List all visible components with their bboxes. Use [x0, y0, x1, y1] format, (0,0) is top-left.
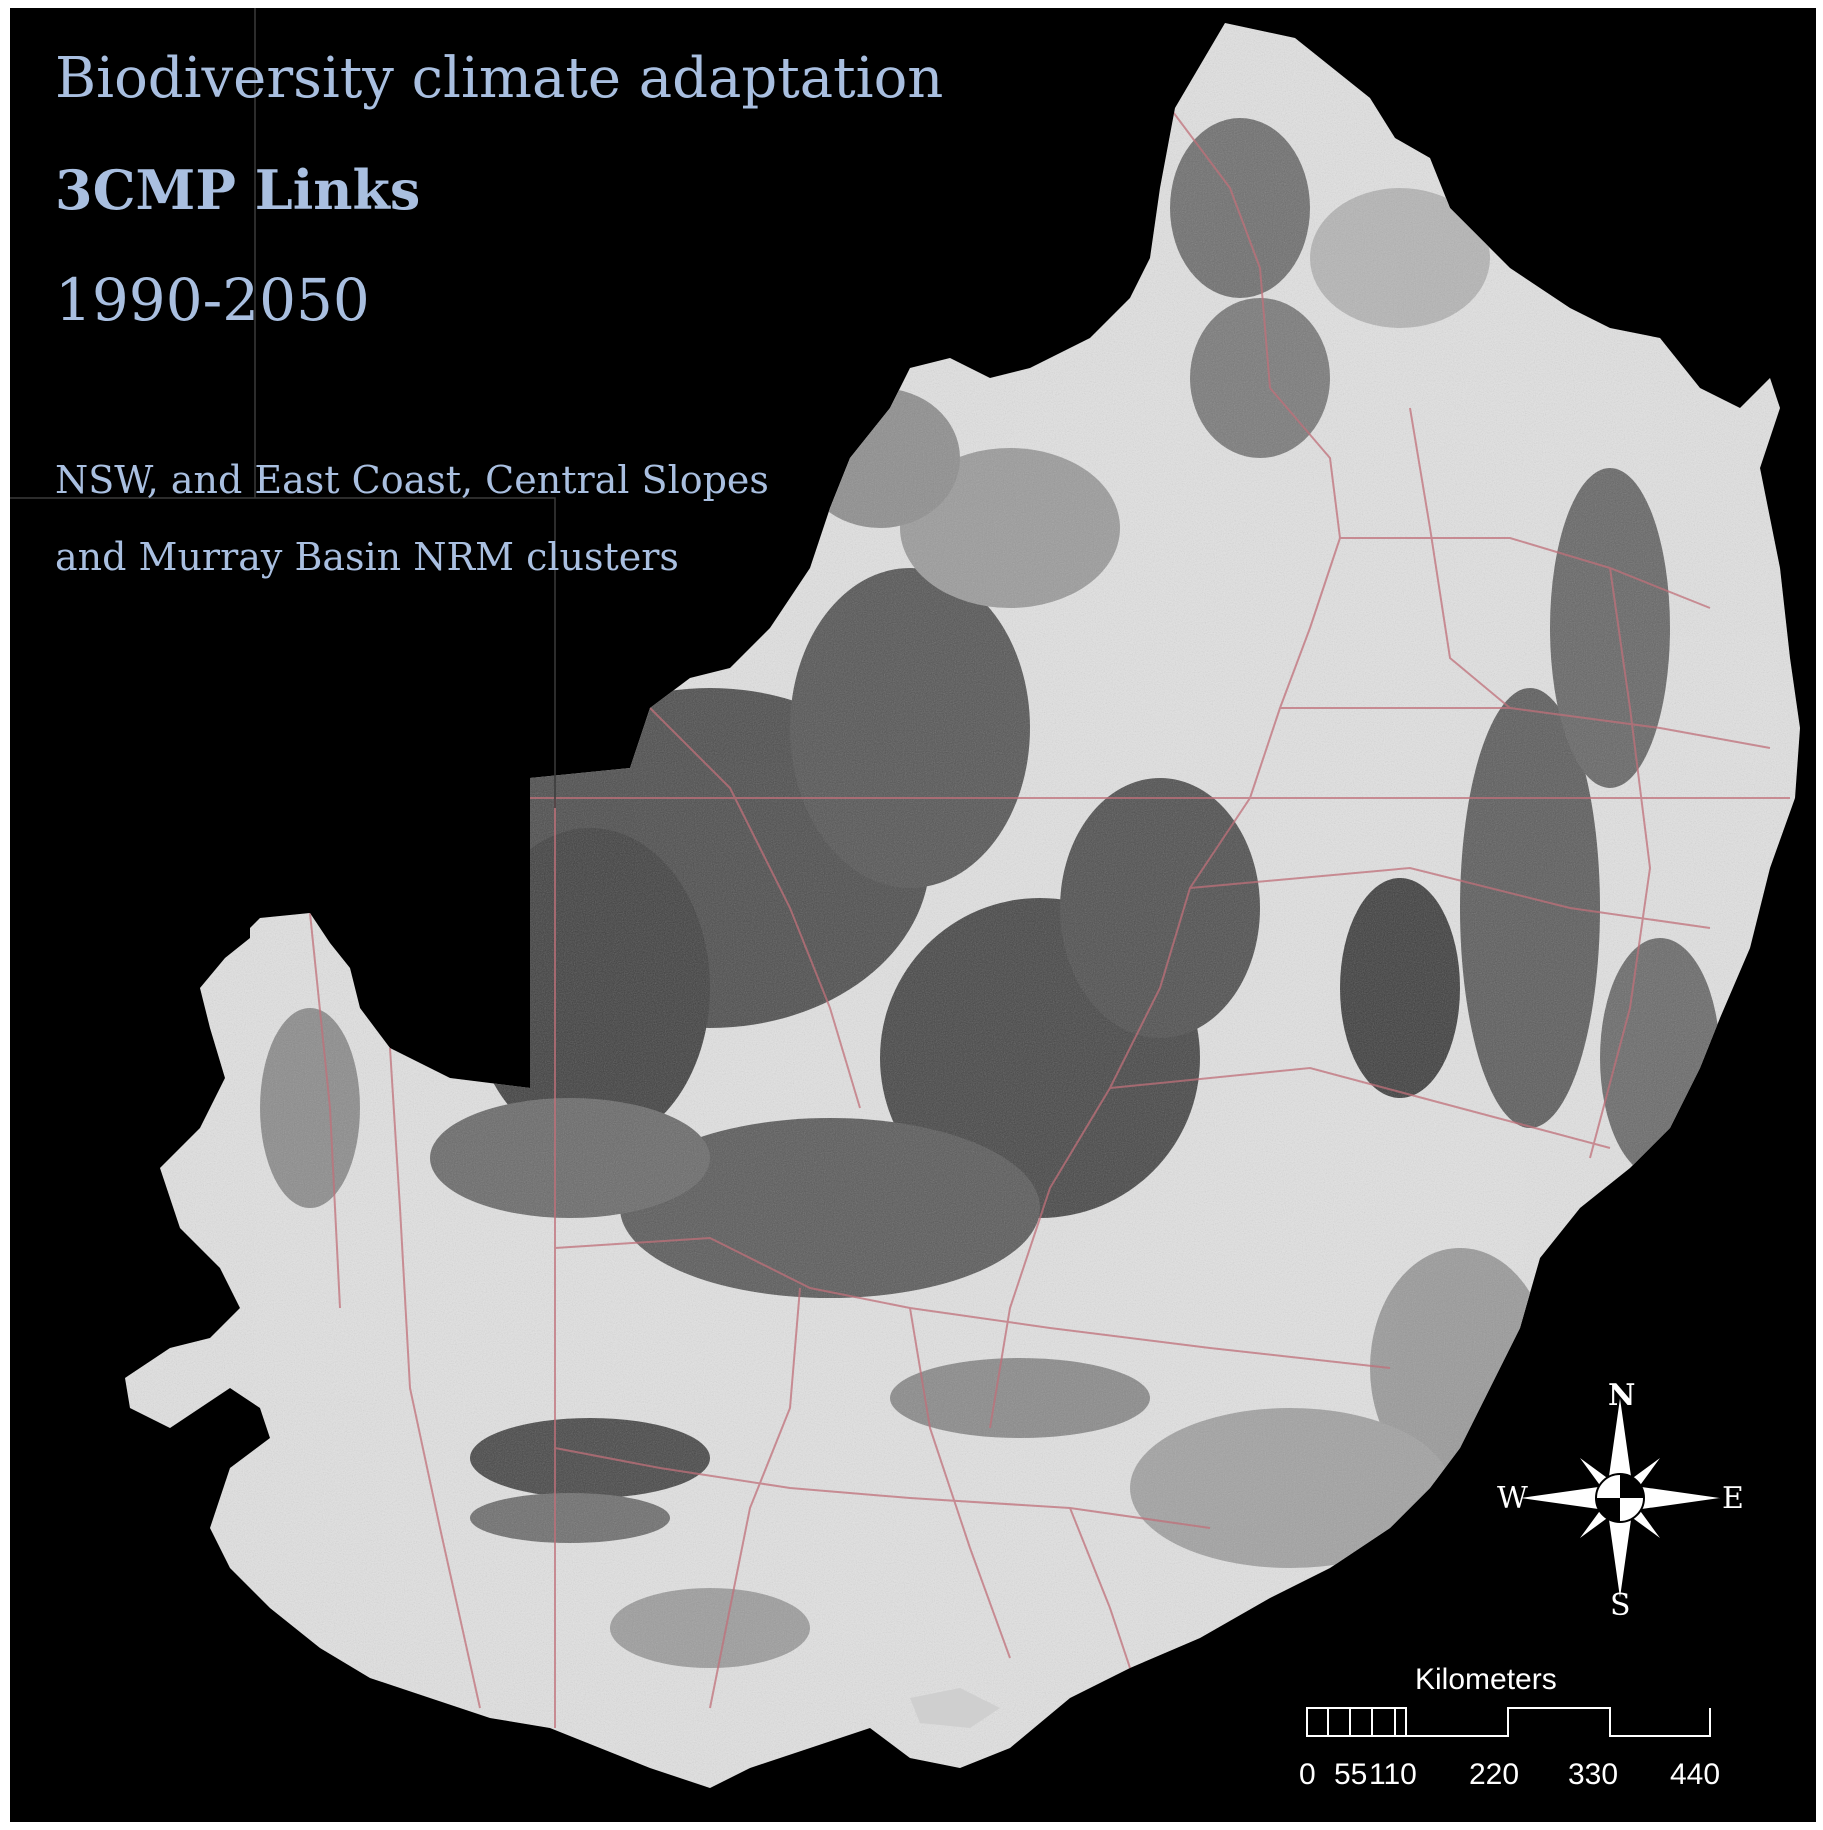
- inset-frame: [10, 8, 556, 808]
- map-frame: Biodiversity climate adaptation 3CMP Lin…: [10, 8, 1816, 1822]
- island: [910, 1688, 1000, 1728]
- subtitle-line-1: NSW, and East Coast, Central Slopes: [55, 458, 769, 502]
- map-canvas: [10, 8, 1800, 1788]
- scale-tick-label: 220: [1469, 1758, 1520, 1791]
- scale-tick-label: 55: [1334, 1758, 1368, 1791]
- nrm-boundaries: [309, 107, 1790, 1728]
- compass-south-label: S: [1610, 1588, 1631, 1623]
- title-line-2: 3CMP Links: [55, 158, 421, 222]
- scale-unit-label: Kilometers: [1415, 1663, 1557, 1696]
- scale-tick-label: 330: [1568, 1758, 1619, 1791]
- compass-north-label: N: [1608, 1378, 1636, 1413]
- scale-tick-label: 440: [1670, 1758, 1721, 1791]
- compass-west-label: W: [1497, 1481, 1528, 1516]
- compass-east-label: E: [1722, 1481, 1744, 1516]
- subtitle-line-2: and Murray Basin NRM clusters: [55, 535, 679, 579]
- title-line-3: 1990-2050: [55, 266, 370, 334]
- scale-tick-label: 110: [1369, 1758, 1417, 1791]
- scale-bar-graphic: [1306, 1707, 1711, 1737]
- title-line-1: Biodiversity climate adaptation: [55, 46, 944, 111]
- compass: [1514, 1392, 1726, 1604]
- scale-tick-label: 0: [1299, 1758, 1316, 1791]
